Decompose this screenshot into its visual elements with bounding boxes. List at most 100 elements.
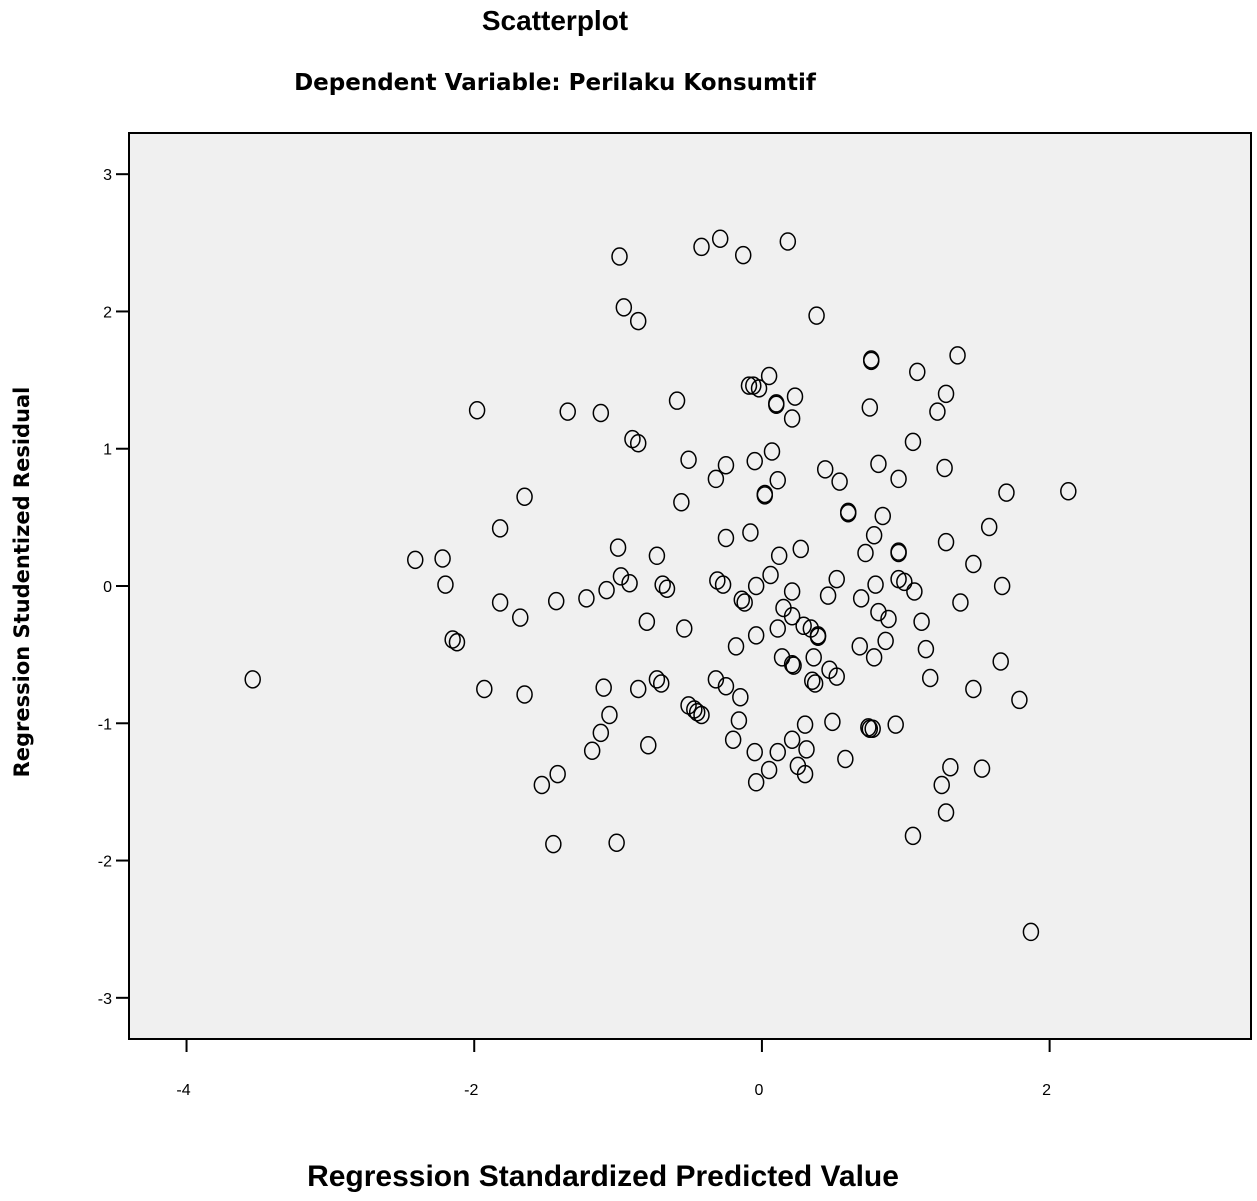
data-point [1022,922,1040,942]
data-point [783,409,801,428]
data-point [711,229,729,248]
x-axis: -4 -2 0 2 [176,1039,1051,1099]
data-point [760,366,778,386]
data-point [740,376,758,395]
data-point [652,674,670,693]
data-point [746,742,763,762]
data-point [611,247,628,266]
data-point [870,454,887,474]
data-point [865,648,883,667]
data-point [760,760,778,780]
data-point [598,580,615,600]
data-point [533,775,551,795]
data-point [933,775,950,795]
chart-title: Scatterplot [481,5,629,36]
data-point [756,484,774,504]
data-point [865,525,883,545]
data-point [857,543,874,563]
data-point [824,712,841,732]
data-point [717,455,735,475]
data-point [621,574,638,593]
data-point [717,528,735,548]
plot-area [128,132,1252,1040]
data-point [763,442,781,461]
data-point [1011,690,1028,710]
data-point [828,569,845,589]
data-point [773,648,791,667]
data-point [727,637,745,656]
data-point [921,668,939,688]
data-point [612,567,630,586]
data-point [779,232,797,251]
x-tick-label: -2 [464,1082,478,1099]
data-point [407,550,424,570]
data-point [887,715,904,734]
data-point [837,749,854,769]
data-point [904,826,922,846]
data-point [980,517,998,537]
data-point [874,506,892,526]
data-point [732,687,749,707]
data-point [747,626,765,645]
data-point [545,834,562,854]
data-point [769,619,786,638]
data-point [592,723,610,743]
data-point [819,586,837,605]
data-point [965,554,982,574]
data-point [870,602,887,622]
y-tick-label: 1 [103,442,112,459]
data-point [949,346,966,365]
data-point [707,670,725,689]
y-tick-label: 0 [103,579,112,596]
data-point [993,576,1011,596]
y-tick-label: 3 [103,167,112,184]
data-point [476,679,493,699]
data-point [547,591,565,611]
data-point [680,450,697,469]
data-point [592,403,610,423]
data-point [937,803,955,822]
data-point [965,679,982,699]
data-point [437,575,454,594]
data-point [851,637,868,656]
y-tick-label: -1 [98,716,112,733]
data-point [608,833,625,852]
data-point [913,612,930,631]
data-point [783,730,801,749]
data-point [491,593,509,612]
data-point [877,631,894,651]
data-point [890,543,907,563]
data-point [917,639,935,659]
x-tick-label: 2 [1042,1082,1051,1099]
data-point [861,398,879,417]
y-axis: -3 -2 -1 0 1 2 3 [98,167,129,1008]
data-point [796,715,814,734]
data-point [809,627,827,647]
data-point [890,469,907,489]
data-point [658,579,676,598]
y-tick-label: -3 [98,991,112,1008]
x-axis-label: Regression Standardized Predicted Value [307,1160,899,1193]
data-point [795,616,812,636]
data-point [896,572,913,592]
data-point [862,350,880,369]
data-point [675,619,693,638]
data-point [747,576,765,596]
data-point [730,711,748,730]
data-point [244,670,261,689]
x-tick-label: 0 [754,1082,763,1099]
data-point [796,764,814,784]
data-point [491,519,509,538]
data-point [516,487,533,507]
data-point [785,656,802,675]
data-point [805,648,822,667]
data-point [638,612,656,631]
data-point [583,741,601,760]
data-point [828,667,845,686]
data-point [937,532,955,552]
data-point [792,539,810,559]
data-point [609,538,627,557]
data-point [783,606,801,626]
data-point [839,503,857,523]
data-point [998,483,1015,502]
